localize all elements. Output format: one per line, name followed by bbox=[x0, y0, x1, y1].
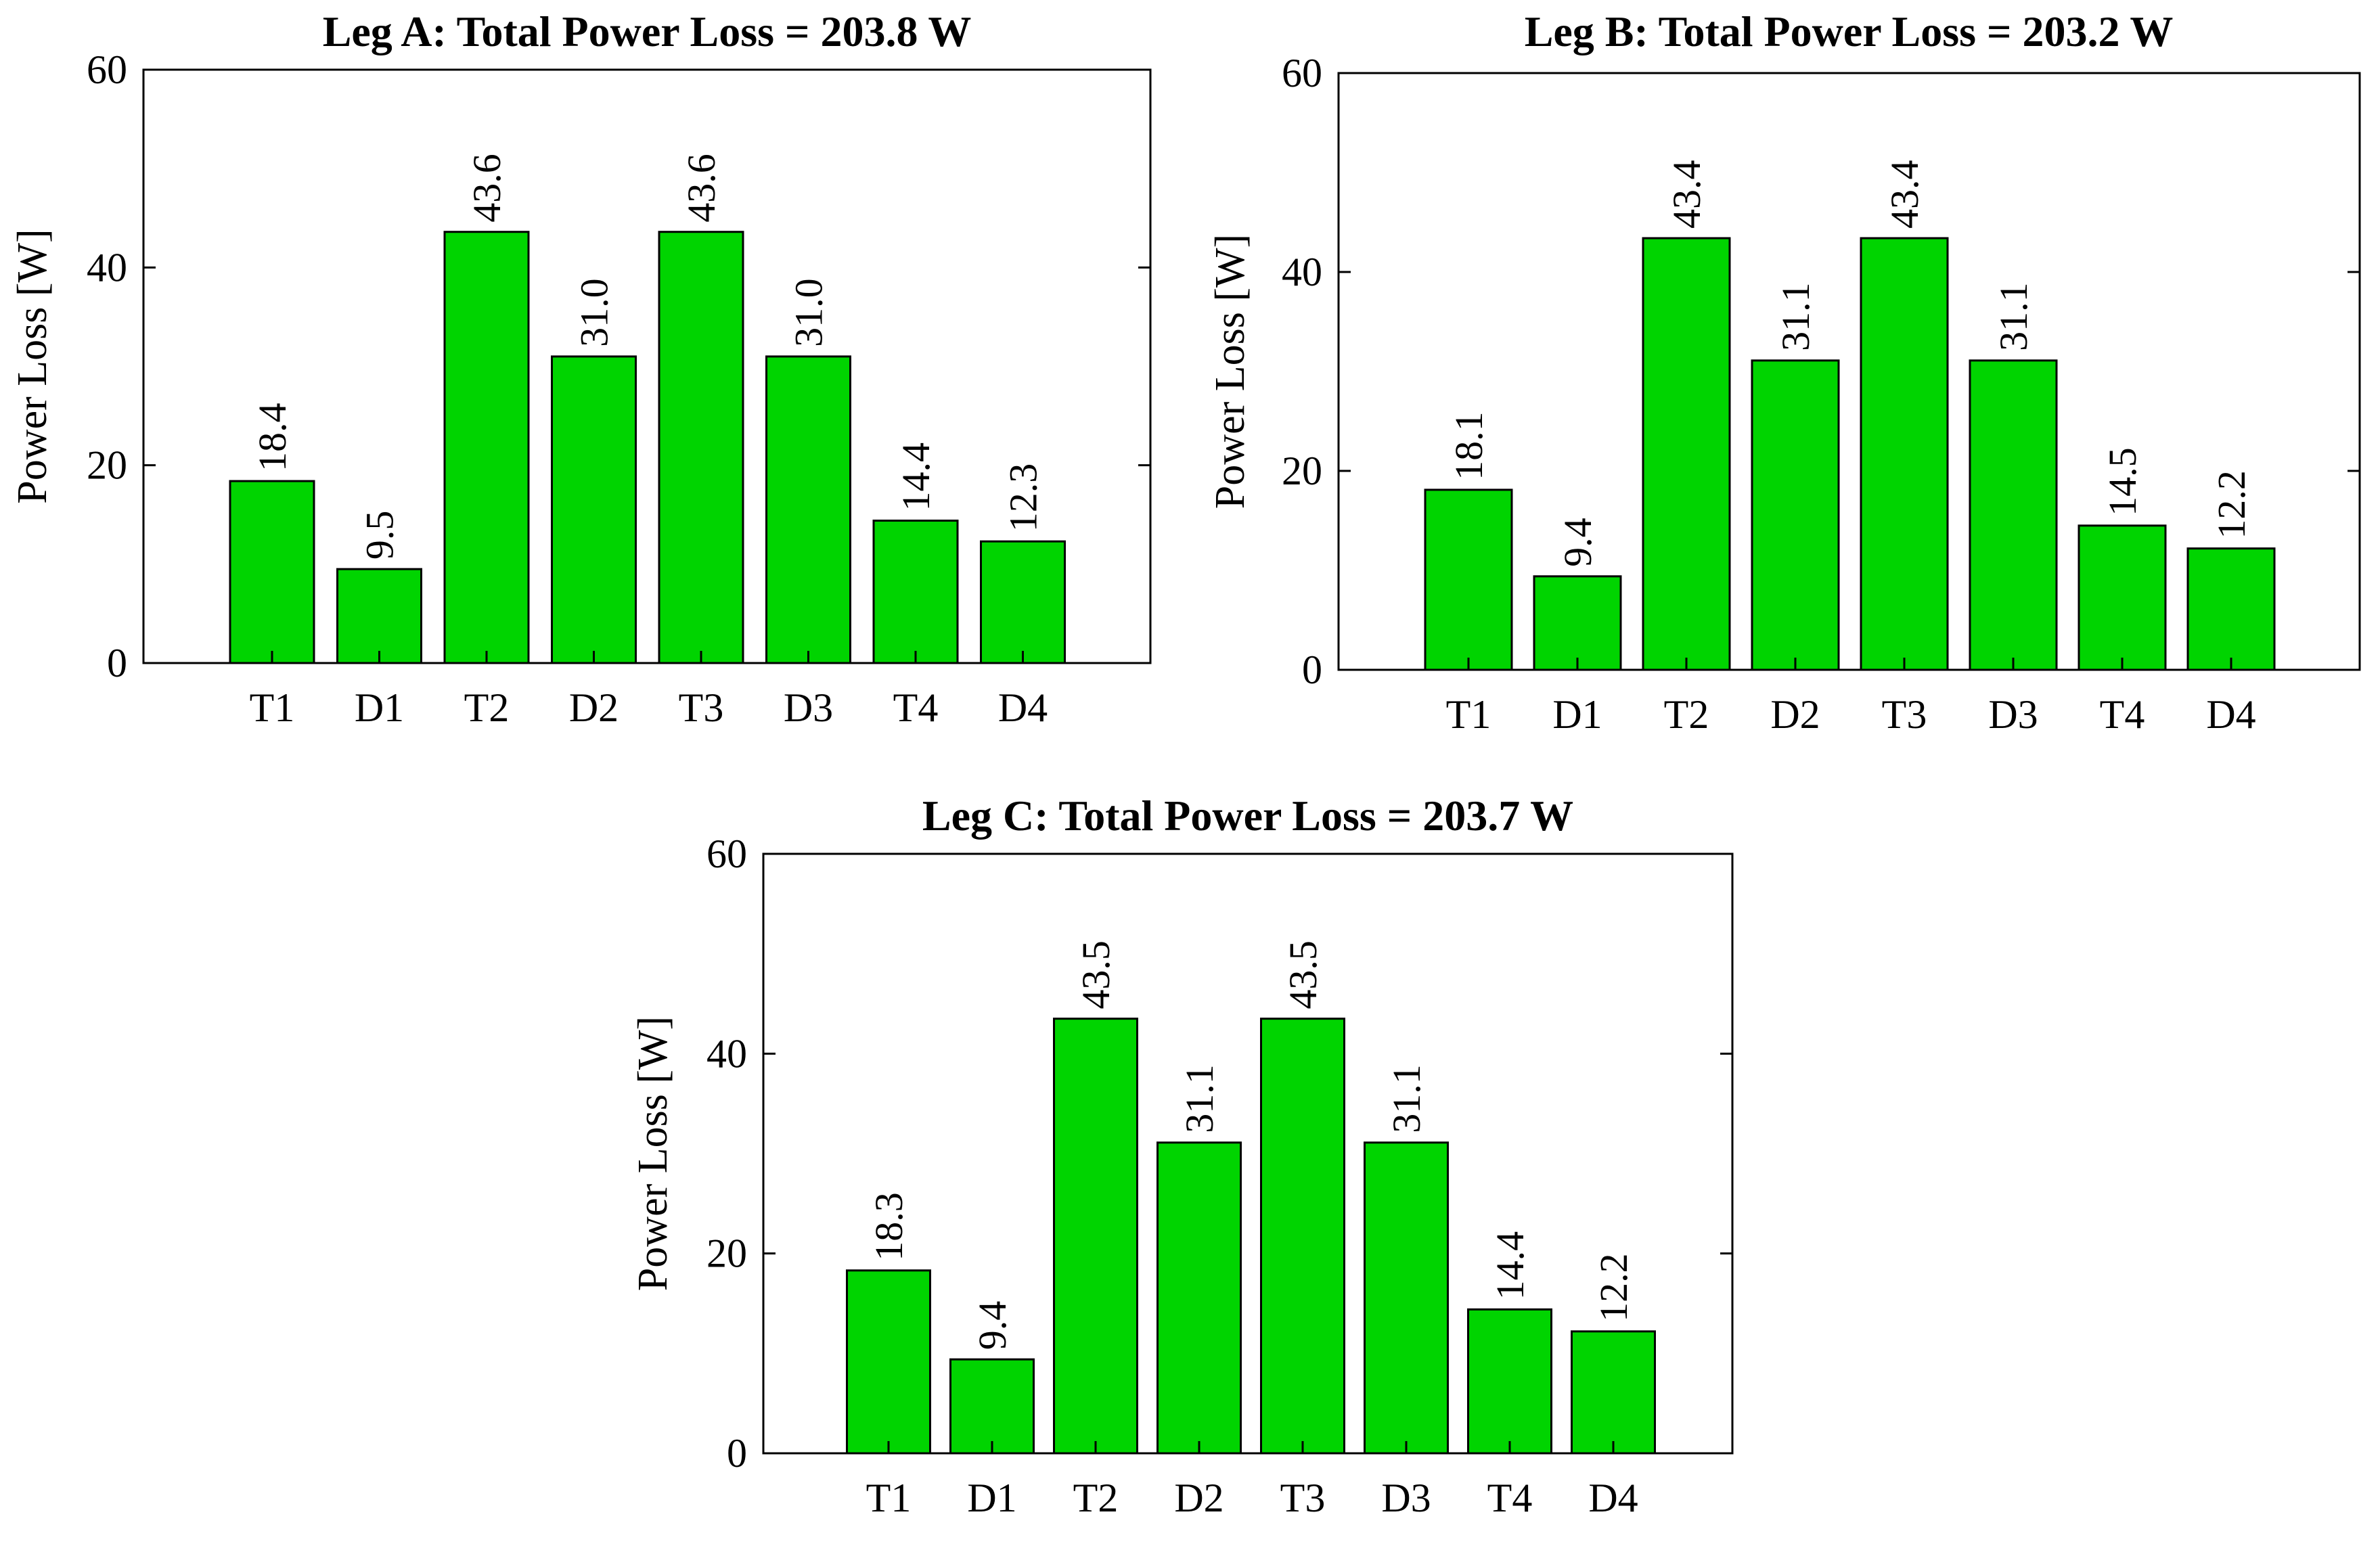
bar-d4 bbox=[1571, 1330, 1656, 1455]
x-tick-label-d1: D1 bbox=[967, 1476, 1016, 1520]
data-label-d2: 31.1 bbox=[1774, 282, 1818, 351]
y-axis-label: Power Loss [W] bbox=[9, 229, 55, 503]
y-tick-label: 40 bbox=[1282, 250, 1322, 294]
chart-leg-b: 0 20 40 60 T1 D1 T2 D2 T3 D3 T4 D4 18.1 9.4 43.4 31.1 43… bbox=[1207, 7, 2361, 737]
data-label-t3: 43.4 bbox=[1883, 160, 1927, 229]
bar-t1 bbox=[1424, 488, 1513, 671]
bar-t1 bbox=[229, 480, 315, 664]
data-label-t3: 43.6 bbox=[679, 154, 723, 223]
axes-box bbox=[762, 852, 1734, 1455]
bar-t2 bbox=[1053, 1018, 1138, 1455]
data-label-d3: 31.0 bbox=[787, 278, 831, 347]
bar-d1 bbox=[336, 568, 422, 664]
x-tick-label-d1: D1 bbox=[1552, 692, 1602, 737]
bar-t1 bbox=[846, 1269, 931, 1455]
data-label-t3: 43.5 bbox=[1281, 940, 1325, 1009]
data-label-d4: 12.3 bbox=[1002, 463, 1046, 532]
y-tick-label: 0 bbox=[1302, 647, 1322, 692]
data-label-t1: 18.1 bbox=[1447, 411, 1491, 480]
bar-d4 bbox=[980, 540, 1066, 664]
x-tick-label-t3: T3 bbox=[679, 685, 724, 730]
bar-d1 bbox=[1533, 575, 1622, 671]
data-label-t1: 18.3 bbox=[867, 1192, 911, 1261]
data-label-d1: 9.4 bbox=[1556, 518, 1600, 567]
data-label-t2: 43.4 bbox=[1665, 160, 1709, 229]
data-label-d4: 12.2 bbox=[2209, 470, 2253, 539]
y-tick-label: 0 bbox=[727, 1431, 747, 1476]
chart-title: Leg C: Total Power Loss = 203.7 W bbox=[922, 792, 1573, 840]
x-tick-label-t1: T1 bbox=[250, 685, 295, 730]
bar-d3 bbox=[1364, 1141, 1449, 1455]
chart-title: Leg B: Total Power Loss = 203.2 W bbox=[1525, 7, 2174, 55]
y-tick-label: 60 bbox=[87, 47, 127, 92]
data-label-d1: 9.4 bbox=[970, 1301, 1014, 1350]
y-axis-label: Power Loss [W] bbox=[630, 1016, 676, 1291]
bar-t2 bbox=[1642, 237, 1731, 671]
y-tick-label: 60 bbox=[706, 832, 747, 876]
bar-t3 bbox=[1860, 237, 1949, 671]
x-tick-label-t4: T4 bbox=[2100, 692, 2145, 737]
x-tick-label-d2: D2 bbox=[1770, 692, 1820, 737]
data-label-t4: 14.4 bbox=[894, 442, 938, 511]
data-label-t2: 43.6 bbox=[465, 154, 509, 223]
y-tick-label: 20 bbox=[706, 1231, 747, 1276]
y-tick-label: 20 bbox=[87, 443, 127, 488]
chart-leg-c: 0 20 40 60 T1 D1 T2 D2 T3 D3 T4 D4 18.3 9.4 43.5 31.1 43… bbox=[630, 792, 1734, 1520]
x-tick-label-d4: D4 bbox=[1588, 1476, 1638, 1520]
data-label-t4: 14.5 bbox=[2101, 447, 2145, 516]
data-label-d4: 12.2 bbox=[1592, 1253, 1636, 1322]
y-axis-label: Power Loss [W] bbox=[1207, 234, 1253, 509]
x-tick-label-t2: T2 bbox=[1073, 1476, 1119, 1520]
bar-t4 bbox=[872, 520, 959, 664]
x-tick-label-d2: D2 bbox=[569, 685, 619, 730]
chart-title: Leg A: Total Power Loss = 203.8 W bbox=[323, 7, 972, 55]
data-label-d3: 31.1 bbox=[1992, 282, 2036, 351]
x-tick-label-d3: D3 bbox=[1988, 692, 2038, 737]
bar-t3 bbox=[1260, 1018, 1345, 1455]
y-tick-label: 40 bbox=[87, 245, 127, 290]
data-label-d3: 31.1 bbox=[1385, 1064, 1429, 1133]
x-tick-label-t4: T4 bbox=[1487, 1476, 1533, 1520]
x-tick-label-t3: T3 bbox=[1882, 692, 1927, 737]
x-tick-label-d3: D3 bbox=[1381, 1476, 1431, 1520]
data-label-t1: 18.4 bbox=[250, 403, 294, 472]
bar-d2 bbox=[1751, 359, 1840, 671]
x-tick-label-d4: D4 bbox=[2206, 692, 2255, 737]
y-tick-label: 20 bbox=[1282, 449, 1322, 493]
x-tick-label-d3: D3 bbox=[784, 685, 833, 730]
data-label-d2: 31.1 bbox=[1177, 1064, 1221, 1133]
data-label-t4: 14.4 bbox=[1488, 1231, 1532, 1300]
bar-d1 bbox=[949, 1358, 1035, 1455]
bar-t3 bbox=[658, 231, 744, 664]
x-tick-label-t1: T1 bbox=[866, 1476, 912, 1520]
bar-d3 bbox=[1969, 359, 2058, 671]
data-label-d2: 31.0 bbox=[572, 278, 616, 347]
x-tick-label-d1: D1 bbox=[355, 685, 404, 730]
bar-d3 bbox=[765, 355, 851, 664]
axes-box bbox=[142, 68, 1152, 664]
chart-leg-a: 0 20 40 60 T1 D1 T2 D2 T3 D3 T4 D4 18.4 9.5 43.6 31.0 43… bbox=[9, 7, 1152, 730]
x-tick-label-t4: T4 bbox=[893, 685, 939, 730]
data-label-d1: 9.5 bbox=[358, 511, 402, 560]
bar-t4 bbox=[1467, 1308, 1552, 1455]
x-tick-label-t3: T3 bbox=[1280, 1476, 1326, 1520]
y-tick-label: 0 bbox=[107, 641, 127, 685]
y-tick-label: 40 bbox=[706, 1031, 747, 1076]
bar-t4 bbox=[2078, 524, 2167, 671]
x-tick-label-t2: T2 bbox=[464, 685, 510, 730]
bar-t2 bbox=[443, 231, 530, 664]
axes-box bbox=[1337, 72, 2361, 671]
bar-d4 bbox=[2186, 547, 2276, 671]
x-tick-label-t2: T2 bbox=[1664, 692, 1709, 737]
x-tick-label-d2: D2 bbox=[1174, 1476, 1223, 1520]
x-tick-label-t1: T1 bbox=[1446, 692, 1491, 737]
bar-d2 bbox=[1157, 1141, 1242, 1455]
x-tick-label-d4: D4 bbox=[998, 685, 1048, 730]
y-tick-label: 60 bbox=[1282, 51, 1322, 95]
data-label-t2: 43.5 bbox=[1074, 940, 1118, 1009]
bar-d2 bbox=[551, 355, 637, 664]
